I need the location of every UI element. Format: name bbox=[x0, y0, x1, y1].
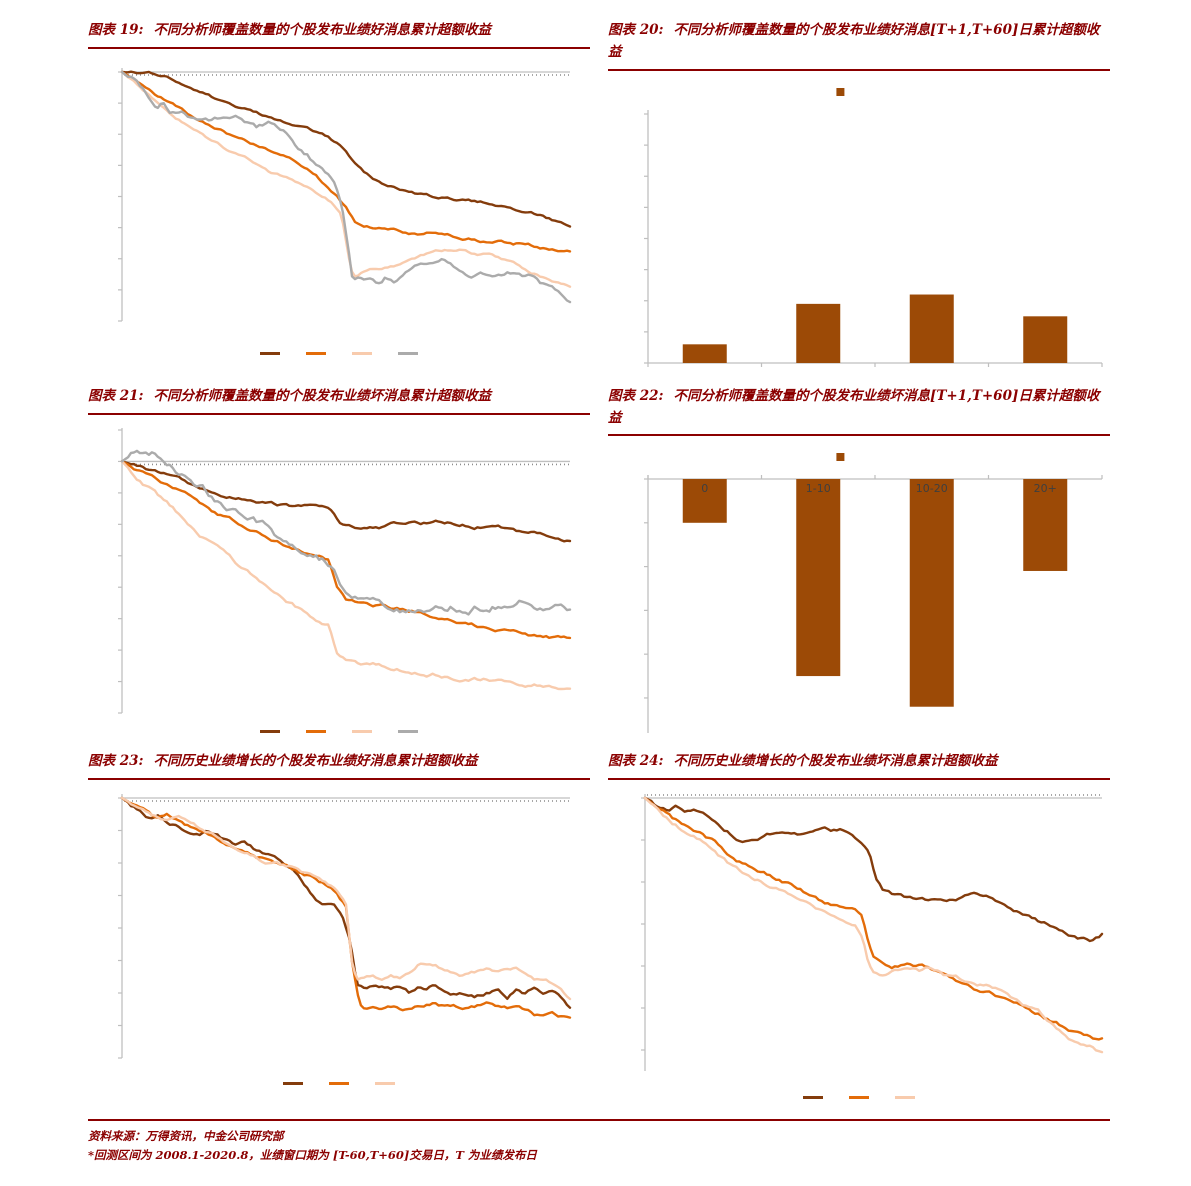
chart-canvas bbox=[641, 794, 1104, 1072]
figure-20-label: 图表 20: bbox=[608, 22, 664, 38]
footnote: *回测区间为 2008.1-2020.8，业绩窗口期为 [T-60,T+60]交… bbox=[88, 1147, 537, 1162]
series-line bbox=[120, 459, 572, 639]
bar-chart-22: 0 1-10 10-20 20+ bbox=[608, 449, 1110, 741]
figure-23: 图表 23: 不同历史业绩增长的个股发布业绩好消息累计超额收益 bbox=[88, 751, 590, 1103]
bar-category-label: 1-10 bbox=[806, 482, 831, 495]
line-chart-23 bbox=[88, 793, 590, 1061]
legend-dash-icon bbox=[398, 730, 418, 734]
source-note: 资料来源：万得资讯，中金公司研究部 bbox=[88, 1129, 284, 1144]
chart-canvas: 0 1-10 10-20 20+ bbox=[644, 453, 1103, 734]
legend-dash-icon bbox=[849, 1095, 869, 1099]
series-line bbox=[643, 797, 1104, 1054]
bar-category-label: 0 bbox=[701, 482, 708, 495]
legend-dash-icon bbox=[260, 730, 280, 734]
legend-dash-icon bbox=[375, 1081, 395, 1085]
legend-dash-icon bbox=[352, 352, 372, 356]
figure-20-title-text: 不同分析师覆盖数量的个股发布业绩好消息[T+1,T+60]日累计超额收益 bbox=[608, 22, 1100, 60]
figure-22: 图表 22: 不同分析师覆盖数量的个股发布业绩坏消息[T+1,T+60]日累计超额… bbox=[608, 386, 1110, 742]
legend-dash-icon bbox=[283, 1081, 303, 1085]
legend-23 bbox=[88, 1077, 590, 1089]
bar-category-label: 20+ bbox=[1034, 482, 1057, 495]
bar bbox=[1023, 316, 1068, 363]
figure-19-label: 图表 19: bbox=[88, 22, 144, 38]
figure-19-title-text: 不同分析师覆盖数量的个股发布业绩好消息累计超额收益 bbox=[153, 22, 491, 38]
figure-24-title: 图表 24: 不同历史业绩增长的个股发布业绩坏消息累计超额收益 bbox=[608, 751, 1110, 781]
series-line bbox=[120, 449, 572, 616]
legend-dash-icon bbox=[260, 352, 280, 356]
line-chart-19 bbox=[88, 62, 590, 334]
legend-dash-icon bbox=[398, 352, 418, 356]
series-line bbox=[643, 797, 1104, 943]
series-line bbox=[120, 797, 572, 1010]
bar bbox=[909, 479, 954, 708]
figure-21: 图表 21: 不同分析师覆盖数量的个股发布业绩坏消息累计超额收益 bbox=[88, 386, 590, 742]
figure-23-label: 图表 23: bbox=[88, 753, 144, 770]
chart-canvas bbox=[118, 794, 572, 1059]
figure-24-label: 图表 24: bbox=[608, 753, 664, 770]
figures-grid: 图表 19: 不同分析师覆盖数量的个股发布业绩好消息累计超额收益 图表 20: 不同… bbox=[88, 20, 1110, 1103]
figure-19: 图表 19: 不同分析师覆盖数量的个股发布业绩好消息累计超额收益 bbox=[88, 20, 590, 376]
bar bbox=[796, 303, 841, 363]
chart-canvas bbox=[118, 427, 572, 714]
legend-dash-icon bbox=[352, 730, 372, 734]
series-line bbox=[120, 459, 572, 690]
line-chart-24 bbox=[608, 793, 1110, 1075]
legend-dash-icon bbox=[329, 1081, 349, 1085]
figure-20: 图表 20: 不同分析师覆盖数量的个股发布业绩好消息[T+1,T+60]日累计超额… bbox=[608, 20, 1110, 376]
legend-19 bbox=[88, 348, 590, 360]
figure-19-title: 图表 19: 不同分析师覆盖数量的个股发布业绩好消息累计超额收益 bbox=[88, 20, 590, 49]
legend-dash-icon bbox=[306, 352, 326, 356]
legend-square-icon bbox=[836, 87, 845, 96]
figure-21-title-text: 不同分析师覆盖数量的个股发布业绩坏消息累计超额收益 bbox=[153, 387, 491, 404]
line-chart-21 bbox=[88, 427, 590, 718]
figure-22-label: 图表 22: bbox=[608, 387, 664, 404]
figure-23-title-text: 不同历史业绩增长的个股发布业绩好消息累计超额收益 bbox=[153, 753, 478, 770]
legend-dash-icon bbox=[895, 1095, 915, 1099]
footer: 资料来源：万得资讯，中金公司研究部 *回测区间为 2008.1-2020.8，业… bbox=[88, 1119, 1110, 1164]
legend-21 bbox=[88, 726, 590, 738]
figure-24-title-text: 不同历史业绩增长的个股发布业绩坏消息累计超额收益 bbox=[673, 753, 998, 770]
series-line bbox=[120, 459, 572, 543]
legend-24 bbox=[608, 1091, 1110, 1103]
figure-24: 图表 24: 不同历史业绩增长的个股发布业绩坏消息累计超额收益 bbox=[608, 751, 1110, 1103]
legend-dash-icon bbox=[803, 1095, 823, 1099]
legend-dash-icon bbox=[306, 730, 326, 734]
bar bbox=[1023, 479, 1068, 572]
series-line bbox=[120, 70, 572, 228]
bar bbox=[796, 479, 841, 677]
figure-22-title-text: 不同分析师覆盖数量的个股发布业绩坏消息[T+1,T+60]日累计超额收益 bbox=[608, 387, 1100, 426]
figure-22-title: 图表 22: 不同分析师覆盖数量的个股发布业绩坏消息[T+1,T+60]日累计超额… bbox=[608, 386, 1110, 437]
bar bbox=[909, 294, 954, 363]
figure-21-label: 图表 21: bbox=[88, 387, 144, 404]
figure-23-title: 图表 23: 不同历史业绩增长的个股发布业绩好消息累计超额收益 bbox=[88, 751, 590, 781]
figure-20-title: 图表 20: 不同分析师覆盖数量的个股发布业绩好消息[T+1,T+60]日累计超额… bbox=[608, 20, 1110, 71]
bar-category-label: 10-20 bbox=[916, 482, 948, 495]
figure-21-title: 图表 21: 不同分析师覆盖数量的个股发布业绩坏消息累计超额收益 bbox=[88, 386, 590, 415]
series-line bbox=[643, 797, 1104, 1041]
legend-square-icon bbox=[836, 453, 845, 462]
bar bbox=[682, 344, 727, 363]
series-line bbox=[120, 70, 572, 253]
series-line bbox=[120, 70, 572, 288]
chart-canvas bbox=[118, 67, 572, 322]
bar-chart-20 bbox=[608, 84, 1110, 376]
series-line bbox=[120, 70, 572, 304]
bar bbox=[682, 479, 727, 524]
series-line bbox=[120, 797, 572, 1001]
chart-canvas bbox=[644, 87, 1103, 367]
